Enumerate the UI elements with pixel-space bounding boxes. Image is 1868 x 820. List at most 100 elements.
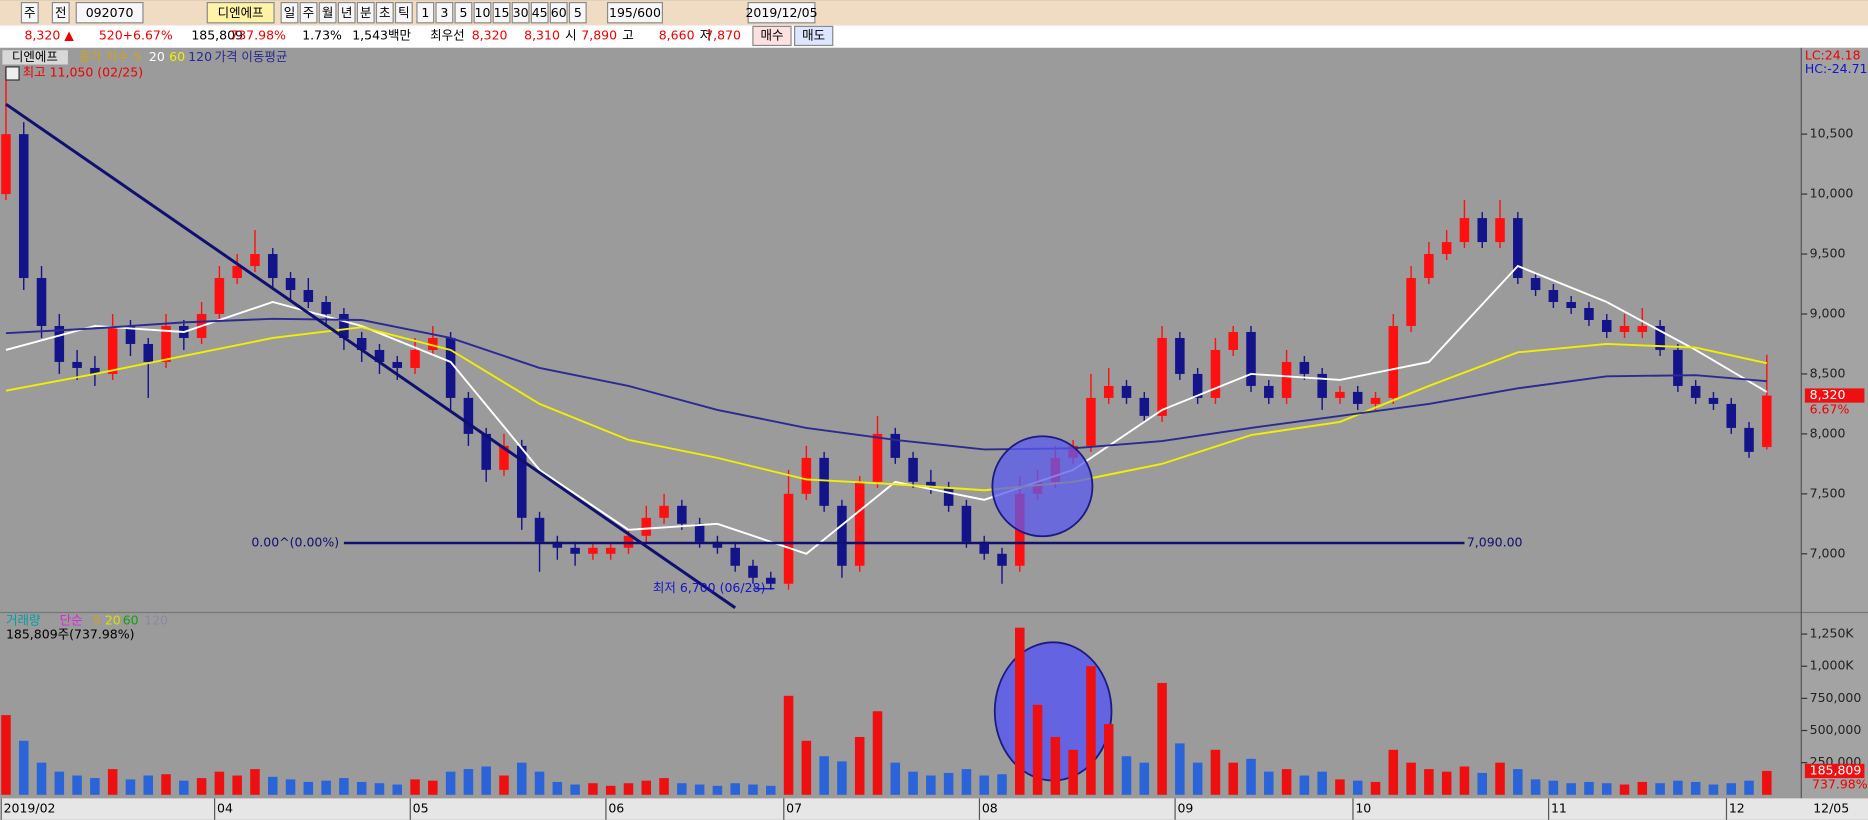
volume-bar [1744,780,1754,795]
toolbar-button[interactable] [206,1,275,24]
quote-field: 185,809 [191,27,243,42]
volume-bar [481,766,491,795]
v-tick-label: 750,000 [1810,690,1862,705]
y-tick-label: 8,000 [1810,425,1846,440]
toolbar-button[interactable] [375,1,394,24]
volume-bar [1352,780,1363,795]
volume-bar [1566,783,1576,795]
candle-body [1584,308,1594,320]
candle-body [339,313,349,338]
order-button[interactable] [794,25,834,47]
low-note: 최저 6,700 (06/28) [653,580,766,595]
volume-bar [374,783,385,795]
toolbar-button[interactable] [435,1,454,24]
candle-body [1103,385,1114,398]
toolbar-button[interactable] [747,1,816,24]
volume-bar [356,781,367,795]
candle-body [445,337,456,398]
toolbar-button[interactable] [318,1,337,24]
toolbar-button[interactable] [356,1,375,24]
candle-body [125,325,136,344]
volume-bar [1762,770,1772,795]
volume-bar [908,771,918,795]
toolbar-button[interactable] [511,1,530,24]
candle-body [1601,319,1612,332]
volume-bar [445,771,456,795]
order-button[interactable] [752,25,792,47]
toolbar-label: 디엔에프 [218,5,264,20]
toolbar-label: 1 [421,5,429,20]
volume-bar [1,715,11,795]
candle-body [285,278,296,291]
candle-body [1424,254,1434,279]
toolbar-button[interactable] [473,1,492,24]
volume-bar [1406,762,1416,795]
volume-bar [997,774,1007,795]
volume-bar [926,775,936,795]
quote-field: 8,660 [659,27,695,42]
volume-bar [783,695,794,795]
toolbar-button[interactable] [530,1,549,24]
volume-bar [1655,783,1665,795]
candle-body [1299,361,1310,374]
volume-legend: 5 [93,612,101,627]
candle-body [1,134,11,195]
volume-legend: 120 [144,612,168,627]
candle-body [1246,331,1256,386]
candle-body [979,541,989,554]
icon[interactable] [5,66,20,81]
toolbar-button[interactable] [454,1,473,24]
volume-bar [659,778,669,795]
legend-item: 120 [188,49,212,64]
candle-body [961,505,972,542]
toolbar-label: 전 [55,5,67,20]
x-tick-label: 07 [786,801,802,816]
x-tick-label: 06 [608,801,624,816]
toolbar-button[interactable] [51,1,70,24]
toolbar-label: 092070 [86,5,134,20]
toolbar-button[interactable] [20,1,39,24]
toolbar-label: 틱 [398,5,410,20]
volume-legend: 거래량 [6,612,41,627]
toolbar-button[interactable] [492,1,511,24]
candle-body [1175,337,1185,374]
toolbar-label: 3 [440,5,448,20]
toolbar-button[interactable] [75,1,144,24]
toolbar-button[interactable] [549,1,568,24]
volume-legend: 60 [123,612,139,627]
volume-bar [1228,762,1238,795]
toolbar-button[interactable] [394,1,413,24]
volume-bar [1317,771,1327,795]
toolbar-button[interactable] [606,1,663,24]
volume-bar [179,780,189,795]
volume-legend: 20 [105,612,121,627]
candle-body [1619,325,1630,332]
candle-body [854,481,865,566]
y-tick-label: 8,500 [1810,365,1846,380]
toolbar-label: 분 [360,5,372,20]
candle-body [161,325,171,362]
candle-body [499,445,509,470]
volume-bar [1192,762,1203,795]
volume-bar [1584,781,1594,795]
toolbar-button[interactable] [337,1,356,24]
candle-body [1192,373,1203,398]
volume-bar [1139,762,1150,795]
volume-bar [623,783,634,795]
volume-bar [588,783,598,795]
toolbar-button[interactable] [568,1,587,24]
toolbar-button[interactable] [280,1,299,24]
y-tick-label: 10,000 [1810,186,1854,201]
legend-item: 가격 이동평균 [214,49,287,64]
volume-bar [1459,766,1470,795]
toolbar-button[interactable] [416,1,435,24]
volume-bar [1068,749,1078,795]
volume-bar [534,771,545,795]
volume-bar [1370,781,1381,795]
volume-bar [1086,666,1096,795]
toolbar-button[interactable] [299,1,318,24]
corner-label: HC:-24.71 [1805,61,1868,76]
volume-bar [1103,724,1114,795]
volume-bar [303,781,314,795]
toolbar-label: 195/600 [609,5,661,20]
